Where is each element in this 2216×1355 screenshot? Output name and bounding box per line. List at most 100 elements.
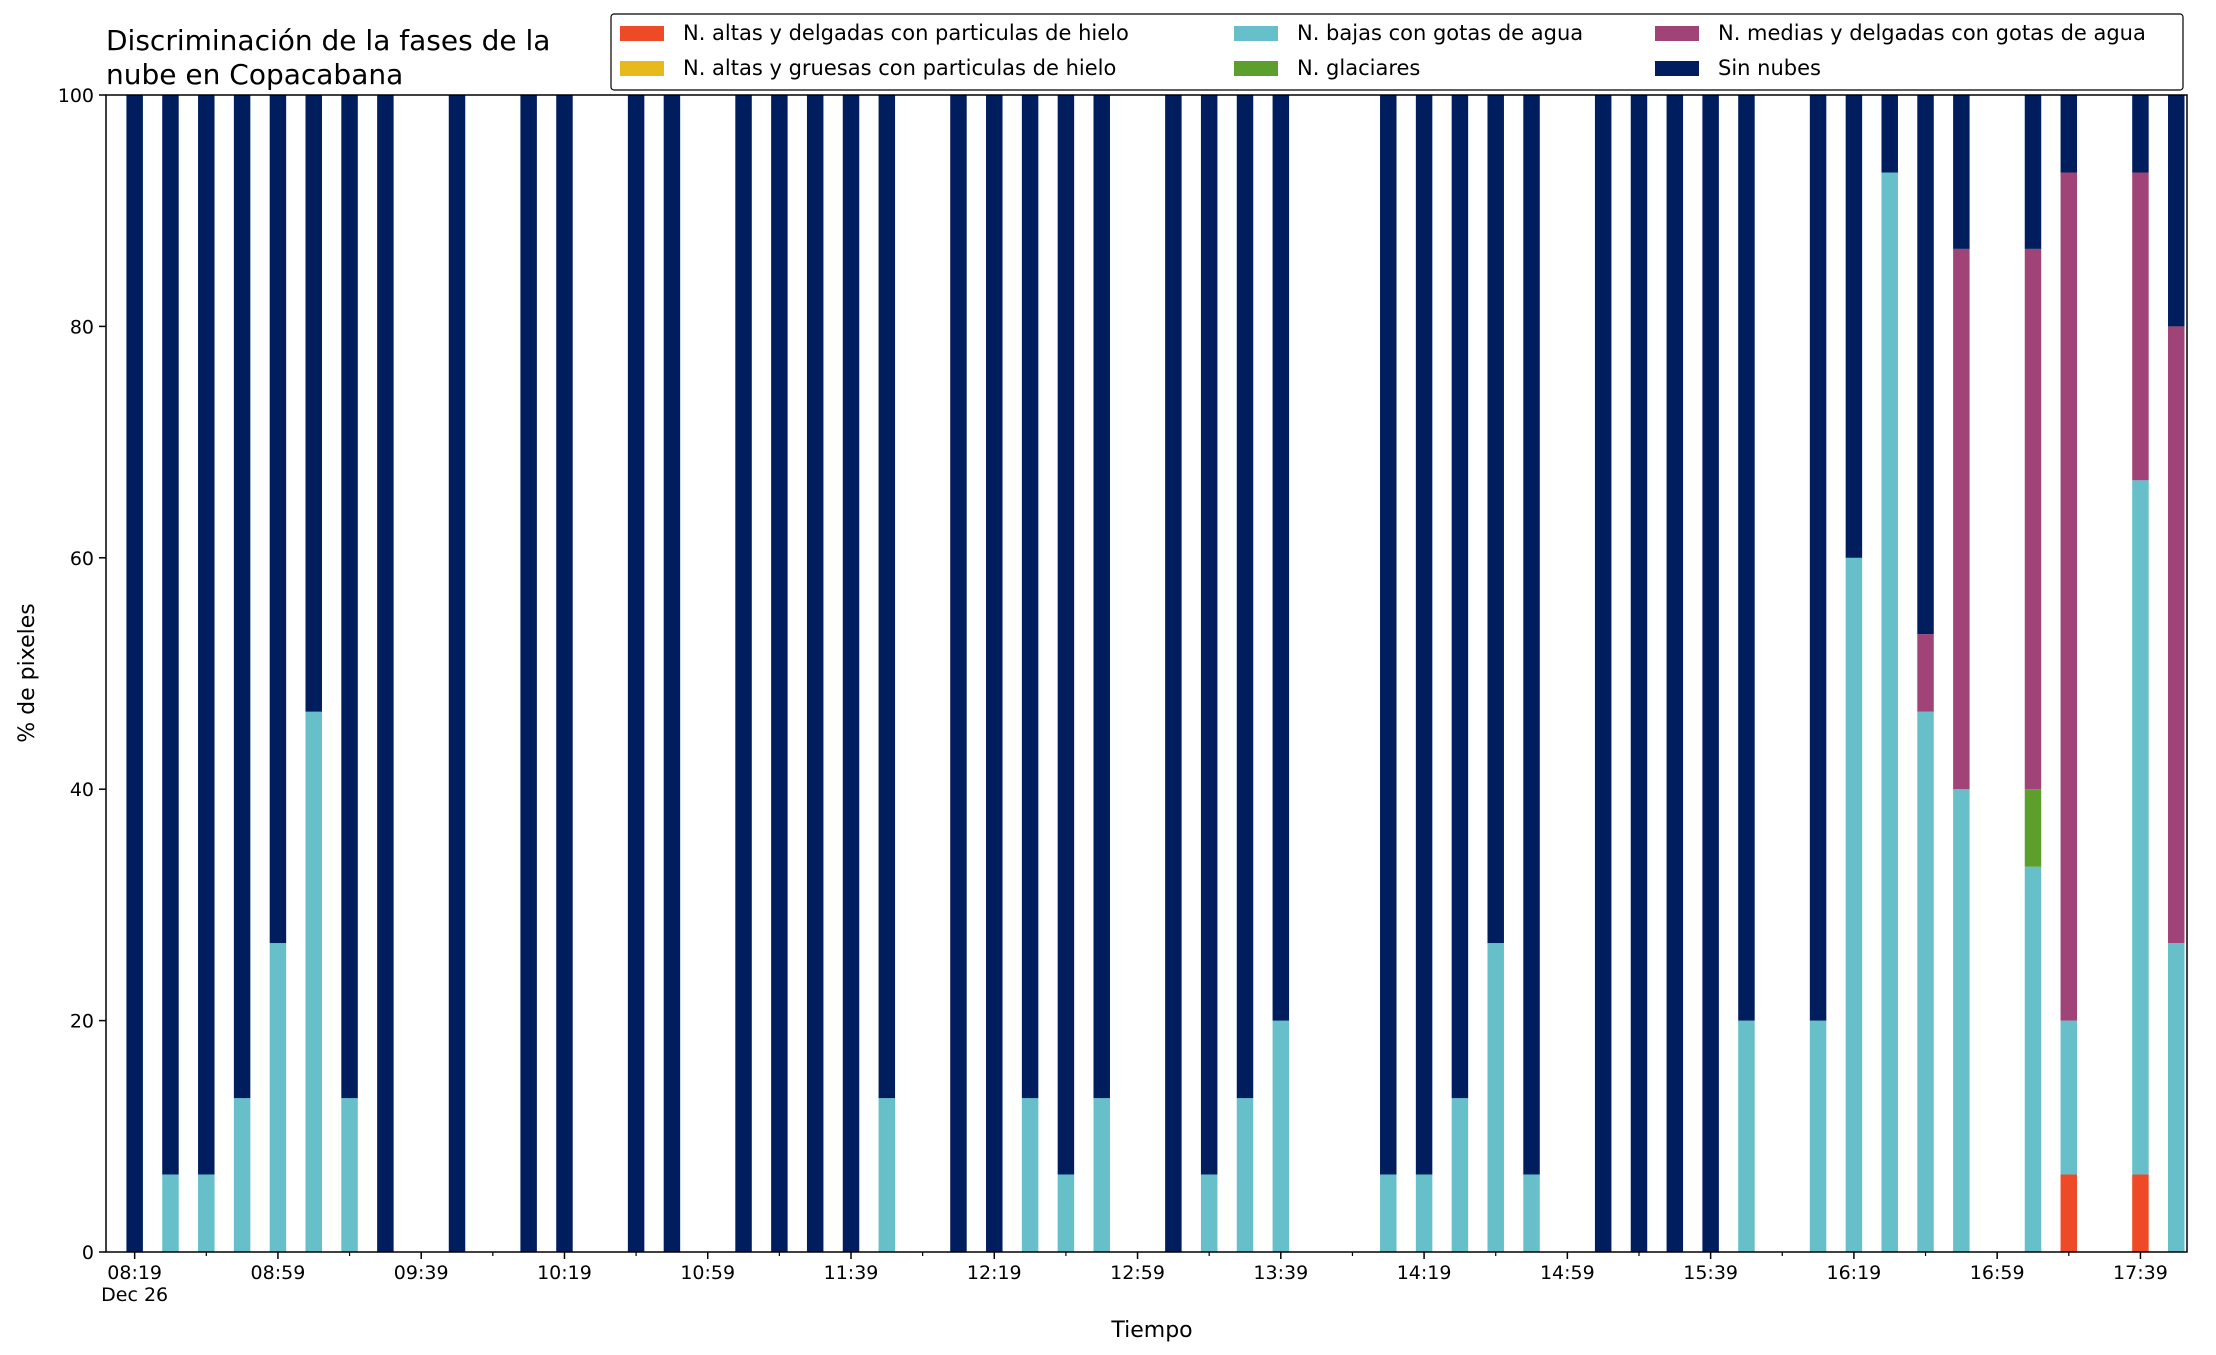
bar-segment-19-5 — [986, 95, 1003, 1252]
legend-swatch-4 — [1655, 26, 1699, 41]
legend-label-1: N. altas y gruesas con particulas de hie… — [683, 56, 1116, 80]
bar-segment-3-5 — [233, 95, 251, 1099]
bar-segment-41-4 — [1953, 248, 1970, 790]
bar-segment-40-4 — [1917, 634, 1934, 712]
bar-segment-34-5 — [1666, 95, 1684, 1252]
bar-segment-42-5 — [2024, 95, 2042, 249]
bar-segment-6-2 — [341, 1098, 358, 1252]
bar-segment-24-5 — [1200, 95, 1218, 1175]
bar-segment-43-2 — [2060, 1020, 2078, 1175]
bar-segment-2-2 — [198, 1174, 215, 1252]
bar-segment-28-2 — [1415, 1174, 1433, 1252]
legend-frame — [610, 13, 2184, 91]
x-tick-label-11: 15:39 — [1683, 1262, 1738, 1284]
legend-label-0: N. altas y delgadas con particulas de hi… — [683, 21, 1129, 45]
bar-segment-27-2 — [1380, 1174, 1397, 1252]
x-tick-label-6: 12:19 — [967, 1262, 1022, 1284]
bar-segment-16-5 — [842, 95, 860, 1252]
x-tick-sublabel-0: Dec 26 — [101, 1284, 168, 1306]
bar-segment-17-5 — [878, 95, 896, 1099]
bar-segment-39-5 — [1881, 95, 1898, 173]
bar-segment-27-5 — [1380, 95, 1397, 1175]
y-tick-label-100: 100 — [58, 85, 94, 107]
bar-segment-15-5 — [806, 95, 824, 1252]
bar-segment-37-5 — [1809, 95, 1827, 1021]
y-axis-title: % de pixeles — [15, 603, 40, 742]
bar-segment-4-5 — [269, 95, 287, 944]
legend-label-2: N. bajas con gotas de agua — [1297, 21, 1583, 45]
bar-segment-24-2 — [1200, 1174, 1218, 1252]
x-tick-label-3: 10:19 — [537, 1262, 592, 1284]
bar-segment-44-2 — [2132, 480, 2149, 1175]
bar-segment-9-5 — [520, 95, 537, 1252]
x-tick-label-10: 14:59 — [1540, 1262, 1595, 1284]
bar-segment-31-5 — [1523, 95, 1540, 1175]
bar-segment-40-5 — [1917, 95, 1934, 635]
bar-segment-5-5 — [305, 95, 322, 712]
legend-swatch-5 — [1655, 61, 1699, 76]
bar-segment-7-5 — [377, 95, 394, 1252]
bar-segment-18-5 — [950, 95, 967, 1252]
x-tick-label-5: 11:39 — [824, 1262, 879, 1284]
bar-segment-21-2 — [1057, 1174, 1075, 1252]
bar-segment-22-2 — [1093, 1098, 1110, 1252]
plot-frame — [105, 94, 2188, 1253]
bar-segment-43-5 — [2060, 95, 2078, 173]
x-tick-label-12: 16:19 — [1827, 1262, 1882, 1284]
bar-segment-29-5 — [1451, 95, 1469, 1099]
bar-segment-44-4 — [2132, 172, 2149, 481]
bar-segment-20-2 — [1021, 1098, 1039, 1252]
bar-segment-38-2 — [1845, 557, 1863, 1252]
bar-segment-21-5 — [1057, 95, 1075, 1175]
bar-segment-42-3 — [2024, 789, 2042, 867]
bar-segment-8-5 — [448, 95, 466, 1252]
bar-segment-22-5 — [1093, 95, 1110, 1099]
bar-segment-26-2 — [1272, 1020, 1290, 1252]
bar-segment-28-5 — [1415, 95, 1433, 1175]
y-axis: 0 20 40 60 80 100 — [58, 85, 106, 1264]
bar-segment-37-2 — [1809, 1020, 1827, 1252]
legend: N. altas y delgadas con particulas de hi… — [610, 13, 2184, 91]
bar-segment-26-5 — [1272, 95, 1290, 1021]
bar-segment-32-5 — [1594, 95, 1612, 1252]
legend-label-5: Sin nubes — [1718, 56, 1821, 80]
x-tick-label-7: 12:59 — [1110, 1262, 1165, 1284]
y-tick-label-40: 40 — [70, 779, 94, 801]
legend-label-3: N. glaciares — [1297, 56, 1420, 80]
x-tick-label-0: 08:19 — [107, 1262, 162, 1284]
bar-segment-30-2 — [1487, 943, 1504, 1252]
bar-segment-1-5 — [162, 95, 179, 1175]
x-tick-label-1: 08:59 — [251, 1262, 306, 1284]
bar-segment-11-5 — [627, 95, 645, 1252]
legend-label-4: N. medias y delgadas con gotas de agua — [1718, 21, 2146, 45]
bar-segment-42-2 — [2024, 866, 2042, 1252]
y-tick-label-60: 60 — [70, 548, 94, 570]
x-axis-title: Tiempo — [1110, 1318, 1192, 1343]
bar-segment-44-0 — [2132, 1174, 2149, 1252]
bar-segment-29-2 — [1451, 1098, 1469, 1252]
bar-segment-17-2 — [878, 1098, 896, 1252]
bar-segment-20-5 — [1021, 95, 1039, 1099]
bar-segment-40-2 — [1917, 711, 1934, 1252]
bar-segment-39-2 — [1881, 172, 1898, 1252]
bar-segment-6-5 — [341, 95, 358, 1099]
bar-segment-25-2 — [1236, 1098, 1254, 1252]
bar-segment-41-2 — [1953, 789, 1970, 1252]
bar-segment-1-2 — [162, 1174, 179, 1252]
y-tick-label-20: 20 — [70, 1011, 94, 1033]
bar-segment-12-5 — [663, 95, 681, 1252]
bar-segment-45-5 — [2168, 95, 2185, 327]
bar-segment-14-5 — [771, 95, 788, 1252]
bar-segment-43-0 — [2060, 1174, 2078, 1252]
legend-swatch-3 — [1234, 61, 1278, 76]
x-tick-label-9: 14:19 — [1397, 1262, 1452, 1284]
bar-segment-3-2 — [233, 1098, 251, 1252]
legend-swatch-0 — [620, 26, 664, 41]
legend-swatch-1 — [620, 61, 664, 76]
bar-segment-25-5 — [1236, 95, 1254, 1099]
bar-segment-31-2 — [1523, 1174, 1540, 1252]
bar-segment-45-4 — [2168, 326, 2185, 944]
bar-segment-36-2 — [1738, 1020, 1755, 1252]
